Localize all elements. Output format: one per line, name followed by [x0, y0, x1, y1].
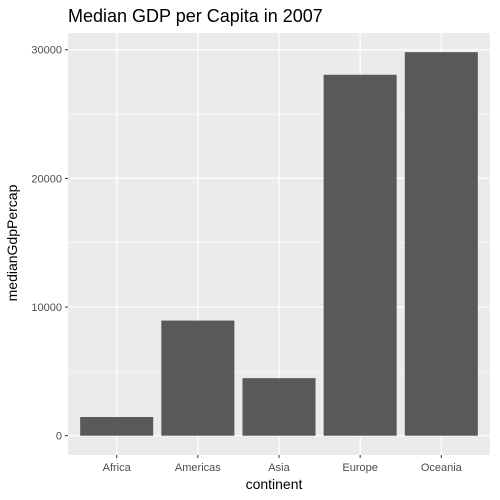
chart-title: Median GDP per Capita in 2007: [68, 6, 323, 26]
bar-africa: [80, 417, 154, 436]
x-tick-label: Asia: [268, 462, 290, 474]
y-tick-label: 30000: [31, 45, 62, 57]
bar-europe: [323, 74, 397, 436]
bar-oceania: [404, 52, 478, 436]
y-tick-label: 20000: [31, 173, 62, 185]
bar-americas: [161, 320, 235, 436]
y-tick-label: 10000: [31, 302, 62, 314]
bars: [80, 52, 478, 436]
x-tick-label: Africa: [103, 462, 132, 474]
y-axis: 0 10000 20000 30000: [31, 45, 68, 443]
x-tick-label: Oceania: [421, 462, 463, 474]
y-axis-label: medianGdpPercap: [4, 184, 20, 301]
x-tick-label: Europe: [342, 462, 377, 474]
x-axis: Africa Americas Asia Europe Oceania: [103, 455, 463, 474]
x-tick-label: Americas: [175, 462, 221, 474]
bar-asia: [242, 378, 316, 436]
x-axis-label: continent: [246, 476, 303, 492]
y-tick-label: 0: [56, 431, 62, 443]
